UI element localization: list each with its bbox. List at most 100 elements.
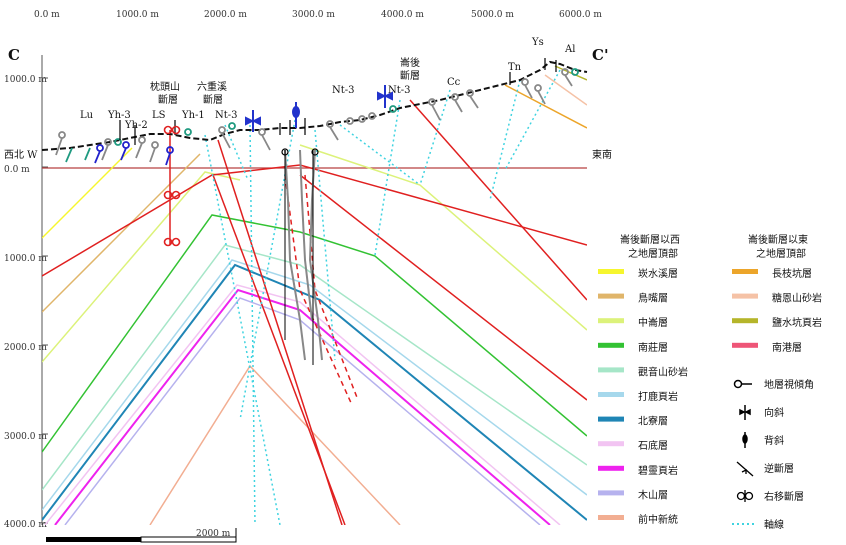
horizon-nanzhuang [42,214,587,453]
scale-bar: 2000 m [46,528,237,543]
borehole-lines [284,150,314,365]
legend-swatch [598,342,624,348]
unit-label: LS [152,110,166,121]
horizon-zhonglun-w [42,171,241,363]
legend-swatch [598,416,624,422]
legend-east-title: 之地層頂部 [756,247,806,260]
legend-swatch [598,367,624,373]
unit-label: Yh-3 [107,110,131,121]
legend-swatch [732,318,758,324]
legend-symbol-label: 逆斷層 [764,462,794,475]
legend-swatch [732,342,758,348]
fault-name: 斷層 [400,69,420,82]
fault-name: 枕頭山 [150,80,180,93]
anticline-symbol-map [292,102,300,128]
legend-swatch [598,392,624,397]
top-tick: 0.0 m [34,10,60,20]
legend-symbol-label: 右移斷層 [764,490,804,503]
legend-symbol-label: 向斜 [764,406,784,419]
unit-label: Nt-3 [215,110,238,121]
legend-symbol-label: 地層視傾角 [764,378,814,391]
horizon-biling [54,288,551,525]
legend-label: 鹽水坑頁岩 [772,316,822,329]
fault-dashed [284,174,353,406]
top-tick: 3000.0 m [292,10,335,20]
horizon-dalu [42,259,587,511]
top-tick: 4000.0 m [381,10,424,20]
legend-swatch [598,318,624,324]
legend-swatch [598,490,624,496]
legend-label: 南莊層 [638,341,668,354]
top-tick: 1000.0 m [116,10,159,20]
legend: 崙後斷層以西 之地層頂部 崙後斷層以東 之地層頂部 崁水溪層鳥嘴層中崙層南莊層觀… [598,233,822,531]
horizon-zhonglun-e [299,144,587,331]
legend-label: 前中新統 [638,513,678,526]
left-axis: 1000.0 m 0.0 m 1000.0 m 2000.0 m 3000.0 … [4,75,47,530]
unit-label: Lu [80,110,94,121]
top-tick: 6000.0 m [559,10,602,20]
legend-swatch [732,293,758,299]
legend-swatch [732,269,758,274]
syncline-symbol [739,405,751,420]
legend-label: 南港層 [772,341,802,354]
surface-dip-symbols-green [65,68,579,163]
borehole-columns [284,149,323,361]
left-tick: 1000.0 m [4,254,47,264]
surface-unit-labels: Lu Yh-3 Yh-2 LS Yh-1 Nt-3 Nt-3 Nt-3 Cc T… [80,37,575,131]
unit-label: Yh-2 [124,120,148,131]
fault-name: 斷層 [203,93,223,106]
legend-label: 打鹿頁岩 [638,390,678,403]
horizon-qianzhongxin [149,364,401,525]
fault-mid [299,174,587,401]
unit-label: Yh-1 [181,110,205,121]
horizon-east-peach [544,74,587,106]
legend-swatch [598,441,624,447]
horizon-east-orange [504,84,587,129]
legend-label: 長枝坑層 [772,267,812,280]
legend-symbol-label: 軸線 [764,518,784,531]
legend-label: 木山層 [638,489,668,501]
horizon-beiliao [42,263,587,521]
left-tick: 2000.0 m [4,343,47,353]
axis-tick-marks [41,55,48,525]
legend-label: 崁水溪層 [638,268,678,280]
fault-name: 崙後 [400,56,420,69]
horizon-kanshuixi [42,147,133,239]
legend-west-title: 之地層頂部 [628,247,678,260]
unit-label: Cc [447,77,461,88]
anticline-symbol [742,432,748,448]
surface-dip-symbols-blue [94,141,174,166]
dextral-fault-markers [163,125,181,247]
top-tick: 5000.0 m [471,10,514,20]
unit-label: Al [564,44,575,55]
unit-label: Ys [531,37,544,48]
legend-label: 中崙層 [638,316,668,329]
left-tick: 1000.0 m [4,75,47,85]
left-tick: 0.0 m [4,165,30,175]
section-end-label: C' [592,46,609,64]
left-tick: 3000.0 m [4,432,47,442]
direction-east: 東南 [592,148,612,161]
legend-label: 鳥嘴層 [638,292,668,305]
surface-dip-symbols [55,68,573,163]
left-tick: 4000.0 m [4,520,47,530]
fault-main-west [42,164,587,277]
legend-symbols: 地層視傾角 向斜 背斜 逆斷層 右移斷層 軸線 [732,378,814,531]
fault-name-labels: 枕頭山 斷層 六重溪 斷層 崙後 斷層 [150,56,420,106]
top-tick: 2000.0 m [204,10,247,20]
legend-label: 觀音山砂岩 [638,365,688,378]
legend-east-title: 崙後斷層以東 [748,233,808,246]
unit-label: Nt-3 [388,85,411,96]
legend-label: 碧靈頁岩 [638,464,678,477]
fault-name: 六重溪 [197,80,227,93]
fault-qihou [409,99,587,301]
top-axis: 0.0 m 1000.0 m 2000.0 m 3000.0 m 4000.0 … [34,10,602,20]
direction-west: 西北 W [4,149,38,161]
legend-west-title: 崙後斷層以西 [620,233,680,246]
horizon-niaozui [42,153,201,313]
syncline-symbol-map [245,85,393,132]
horizon-shidi [44,284,561,525]
fault-steep [217,139,343,525]
